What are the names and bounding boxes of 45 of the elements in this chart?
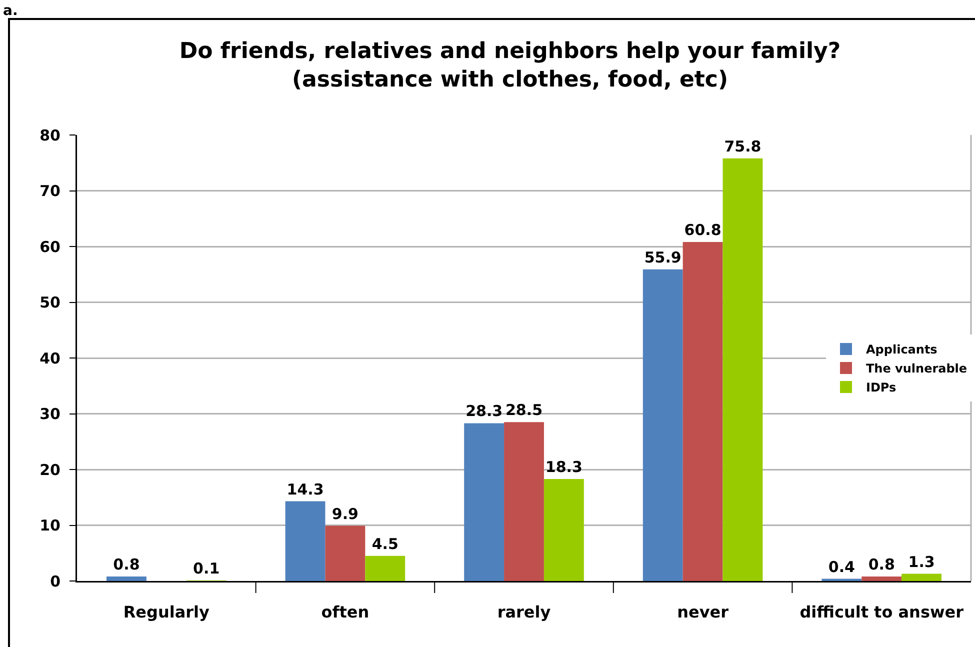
y-tick-label: 80 (40, 126, 60, 144)
legend-label: Applicants (866, 342, 938, 357)
bar (504, 422, 544, 581)
bar (464, 423, 504, 581)
x-tick-label: Regularly (123, 602, 210, 622)
data-label: 75.8 (724, 137, 762, 156)
data-label: 1.3 (908, 552, 935, 571)
text: a. (3, 3, 18, 19)
y-tick-label: 70 (40, 182, 60, 200)
bar (365, 556, 406, 581)
bar (325, 526, 366, 581)
data-label: 4.5 (372, 534, 398, 553)
bar (285, 501, 326, 581)
x-tick-label: never (677, 602, 729, 622)
data-label: 0.8 (868, 556, 895, 574)
bar (106, 576, 146, 581)
data-label: 9.9 (332, 504, 358, 523)
data-label: 0.8 (113, 556, 140, 574)
data-label: 28.3 (466, 402, 503, 420)
data-label: 0.1 (193, 559, 220, 578)
data-label: 18.3 (545, 458, 582, 476)
y-tick-label: 60 (40, 238, 60, 256)
x-tick-label: often (321, 602, 370, 622)
bar (722, 158, 763, 581)
bar (902, 574, 942, 581)
bar (862, 576, 902, 581)
data-label: 0.4 (828, 558, 855, 576)
bar (642, 269, 683, 581)
legend-label: The vulnerable (866, 362, 968, 376)
bar (682, 242, 723, 581)
y-tick-label: 20 (40, 460, 60, 479)
y-tick-label: 10 (40, 516, 60, 534)
chart-title: Do friends, relatives and neighbors help your family? (assistance with clothes, food, etc) (179, 39, 841, 93)
legend-label: IDPs (866, 380, 896, 395)
data-label: 28.5 (505, 401, 543, 420)
y-tick-label: 40 (40, 349, 60, 368)
data-label: 60.8 (684, 221, 722, 240)
x-tick-label: difficult to answer (800, 602, 964, 622)
data-label: 55.9 (644, 248, 682, 266)
y-tick-label: 0 (50, 572, 60, 590)
data-label: 14.3 (286, 480, 324, 498)
y-tick-label: 50 (40, 294, 60, 312)
x-tick-label: rarely (497, 602, 552, 622)
y-tick-label: 30 (40, 405, 60, 423)
bar (544, 478, 584, 581)
